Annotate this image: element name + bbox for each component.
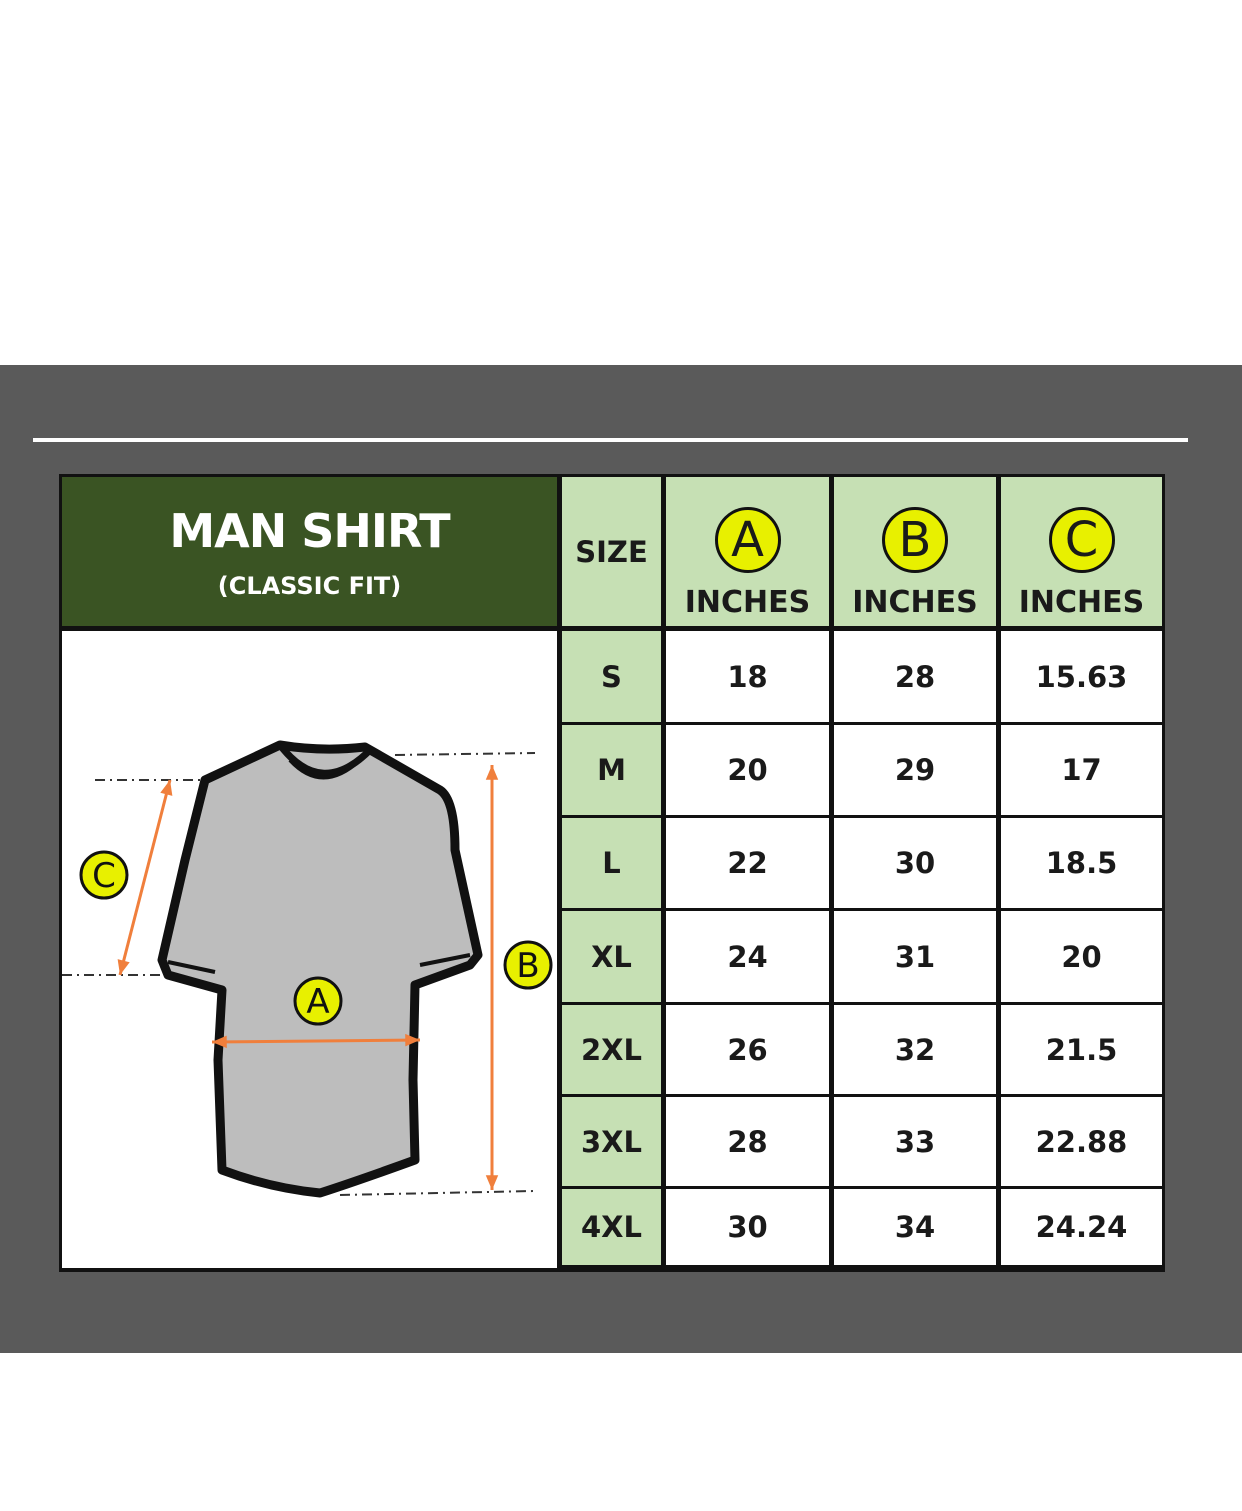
measure-cell-c: 17 <box>1001 725 1162 815</box>
measure-value: 33 <box>894 1124 936 1159</box>
size-cell: 3XL <box>562 1097 661 1186</box>
measure-cell-c: 15.63 <box>1001 631 1162 722</box>
size-value: 3XL <box>580 1124 643 1159</box>
measure-cell-c: 24.24 <box>1001 1189 1162 1265</box>
measure-cell-a: 22 <box>666 818 829 908</box>
shirt-body <box>157 740 483 1198</box>
measure-cell-a: 18 <box>666 631 829 722</box>
measure-cell-b: 30 <box>834 818 996 908</box>
arrow-a-head <box>212 1035 227 1049</box>
measure-cell-b: 31 <box>834 911 996 1002</box>
size-value: S <box>601 659 622 694</box>
measure-cell-a: 30 <box>666 1189 829 1265</box>
measure-cell-c: 21.5 <box>1001 1005 1162 1094</box>
badge-c-icon-label: C <box>92 856 116 896</box>
measure-cell-c: 22.88 <box>1001 1097 1162 1186</box>
size-cell: 2XL <box>562 1005 661 1094</box>
column-header-c: C INCHES <box>1001 477 1162 626</box>
size-value: M <box>597 753 626 787</box>
measure-value: 26 <box>727 1032 768 1067</box>
measure-cell-b: 28 <box>834 631 996 722</box>
measure-value: 30 <box>727 1210 768 1244</box>
size-cell: L <box>562 818 661 908</box>
measure-value: 18.5 <box>1045 846 1118 880</box>
badge-b-icon <box>503 940 553 990</box>
size-value: 2XL <box>580 1032 643 1067</box>
unit-label: INCHES <box>1018 585 1145 620</box>
arrow-c-head <box>117 959 130 975</box>
measure-cell-c: 20 <box>1001 911 1162 1002</box>
shirt-collar-inner <box>288 758 362 780</box>
measure-value: 22 <box>727 846 768 880</box>
measure-value: 24.24 <box>1035 1210 1128 1244</box>
unit-label: INCHES <box>852 585 978 620</box>
badge-b-icon-label: B <box>516 946 539 986</box>
badge-c-icon <box>79 850 129 900</box>
measure-cell-b: 32 <box>834 1005 996 1094</box>
measure-value: 29 <box>894 753 936 787</box>
measure-value: 18 <box>727 659 768 694</box>
measure-value: 20 <box>1061 939 1102 974</box>
divider-line <box>33 438 1188 442</box>
measure-cell-b: 34 <box>834 1189 996 1265</box>
badge-a-icon-label: A <box>306 982 329 1022</box>
size-header: SIZE <box>562 477 661 626</box>
measure-value: 32 <box>894 1032 936 1067</box>
badge-c-icon: C <box>1048 507 1115 573</box>
measure-cell-a: 24 <box>666 911 829 1002</box>
measure-cell-a: 28 <box>666 1097 829 1186</box>
size-cell: S <box>562 631 661 722</box>
column-header-a: A INCHES <box>666 477 829 626</box>
measure-cell-a: 20 <box>666 725 829 815</box>
arrow-c <box>118 779 172 976</box>
measure-value: 24 <box>727 939 768 974</box>
unit-label: INCHES <box>684 585 811 620</box>
badge-a-icon: A <box>714 507 781 573</box>
size-chart-table: MAN SHIRT (CLASSIC FIT) SIZE A INCHES B INCHES… <box>59 474 1165 1272</box>
size-cell: M <box>562 725 661 815</box>
badge-b-icon: B <box>882 507 948 573</box>
size-header-label: SIZE <box>575 534 648 569</box>
arrow-b-head <box>485 765 499 780</box>
title: MAN SHIRT <box>169 503 450 558</box>
size-cell: XL <box>562 911 661 1002</box>
measure-value: 15.63 <box>1035 659 1128 694</box>
arrow-a-head <box>405 1033 420 1047</box>
measure-value: 30 <box>894 846 936 880</box>
guide-line <box>339 1190 536 1196</box>
shirt-collar <box>277 742 375 777</box>
measure-value: 17 <box>1061 753 1102 787</box>
measure-value: 20 <box>727 753 768 787</box>
arrow-a <box>211 1038 421 1044</box>
title-cell: MAN SHIRT (CLASSIC FIT) <box>62 477 557 626</box>
measure-cell-b: 29 <box>834 725 996 815</box>
sleeve-hems <box>167 953 471 974</box>
subtitle: (CLASSIC FIT) <box>217 571 402 600</box>
column-header-b: B INCHES <box>834 477 996 626</box>
measure-value: 34 <box>894 1210 936 1244</box>
measure-value: 28 <box>727 1124 768 1159</box>
measure-value: 22.88 <box>1035 1124 1128 1159</box>
arrow-c-head <box>160 780 173 796</box>
measure-value: 31 <box>894 939 936 974</box>
size-cell: 4XL <box>562 1189 661 1265</box>
measure-cell-a: 26 <box>666 1005 829 1094</box>
size-value: L <box>602 846 621 880</box>
measure-value: 28 <box>894 659 936 694</box>
measure-cell-c: 18.5 <box>1001 818 1162 908</box>
badge-a-icon <box>293 976 343 1026</box>
measure-value: 21.5 <box>1045 1032 1118 1067</box>
size-value: XL <box>591 939 632 974</box>
size-value: 4XL <box>580 1210 643 1244</box>
measure-cell-b: 33 <box>834 1097 996 1186</box>
guide-line <box>394 752 536 756</box>
arrow-b-head <box>485 1175 499 1190</box>
